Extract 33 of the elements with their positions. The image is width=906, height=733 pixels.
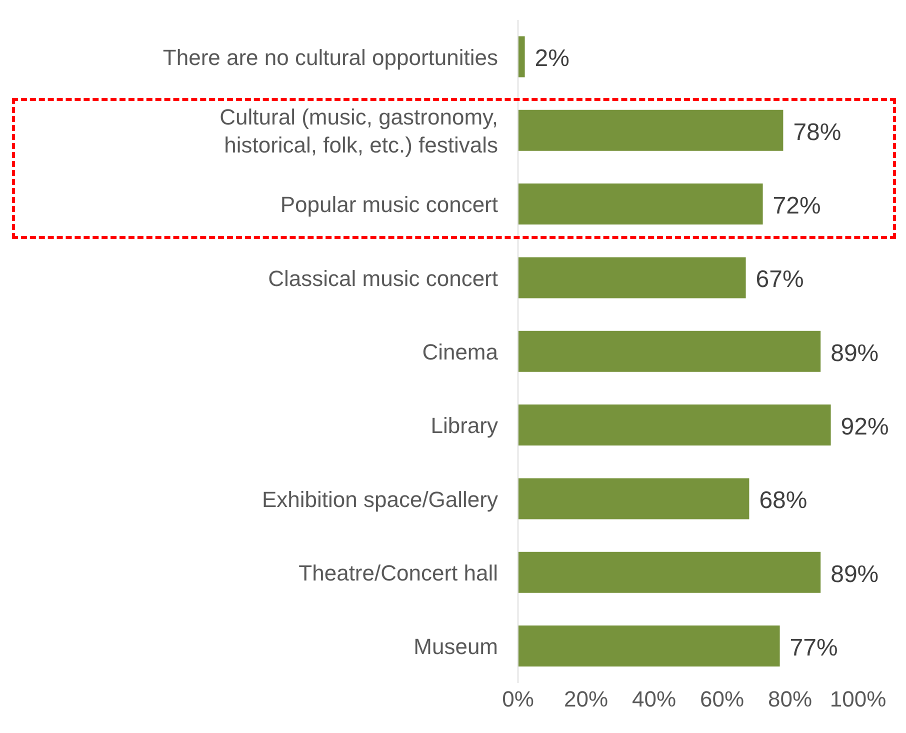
data-label: 78% [793,118,842,146]
bar [518,626,780,667]
data-label: 68% [759,487,808,514]
bar [518,404,831,446]
bar [518,330,821,372]
y-tick-label: Cultural (music, gastronomy, historical, folk, etc.) festivals [220,104,498,157]
y-tick-label: There are no cultural opportunities [162,44,498,70]
bar [518,478,750,520]
data-label: 2% [534,45,570,72]
y-tick-label: Cinema [422,339,499,364]
y-tick-label: Exhibition space/Gallery [262,486,498,512]
data-label: 89% [830,340,879,367]
data-label: 67% [756,266,804,294]
x-tick-label: 60% [700,686,744,712]
x-tick-label: 20% [564,686,608,712]
y-tick-label: Classical music concert [268,265,498,290]
bar [518,552,821,593]
data-label: 72% [772,192,821,220]
data-label: 77% [790,634,838,662]
x-tick-label: 100% [830,686,886,712]
bar [518,257,746,298]
x-tick-label: 0% [502,686,534,712]
y-tick-label: Theatre/Concert hall [298,560,498,585]
y-tick-label: Museum [414,634,498,659]
bar [518,184,763,225]
y-tick-label: Popular music concert [280,192,498,217]
y-tick-label: Library [430,412,498,438]
bar [518,110,784,151]
x-tick-label: 40% [632,686,676,712]
data-label: 92% [840,414,889,441]
bar [518,36,525,78]
x-tick-label: 80% [768,686,812,712]
data-label: 89% [830,560,879,588]
